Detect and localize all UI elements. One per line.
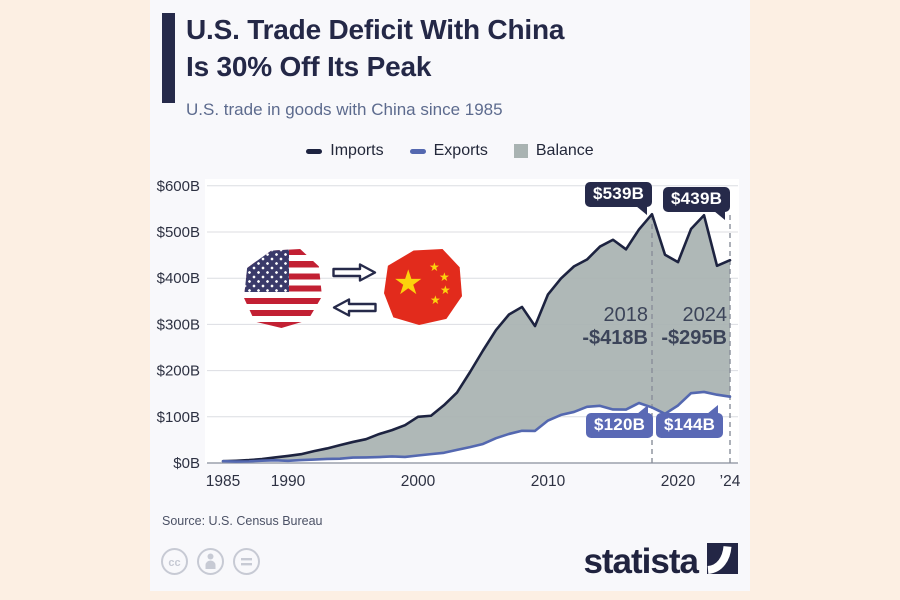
exports-dash-icon bbox=[409, 148, 426, 154]
legend-label-balance: Balance bbox=[535, 142, 594, 159]
svg-text:$400B: $400B bbox=[157, 270, 200, 287]
title-accent-bar bbox=[162, 13, 175, 103]
us-flag-canton bbox=[244, 249, 290, 292]
svg-text:2000: 2000 bbox=[401, 473, 436, 490]
svg-text:$0B: $0B bbox=[173, 455, 200, 472]
china-big-star-icon: ★ bbox=[393, 264, 424, 302]
legend: Imports Exports Balance bbox=[150, 142, 750, 160]
no-derivatives-icon[interactable] bbox=[232, 547, 261, 576]
title-line-1: U.S. Trade Deficit With China bbox=[186, 14, 565, 45]
page-title: U.S. Trade Deficit With China Is 30% Off… bbox=[186, 11, 746, 85]
source-text: Source: U.S. Census Bureau bbox=[162, 514, 323, 528]
cc-license-icons[interactable]: cc bbox=[160, 547, 261, 576]
annotation-2018-year: 2018 bbox=[603, 304, 649, 326]
svg-text:1985: 1985 bbox=[206, 473, 240, 490]
arrow-left-icon bbox=[332, 298, 377, 317]
china-small-star-icon: ★ bbox=[440, 283, 451, 297]
y-axis-labels: $0B $100B $200B $300B $400B $500B $600B bbox=[157, 178, 200, 472]
svg-text:1990: 1990 bbox=[271, 473, 306, 490]
svg-text:$600B: $600B bbox=[157, 178, 200, 195]
arrow-right-icon bbox=[332, 263, 377, 282]
statista-logo[interactable]: statista bbox=[583, 543, 738, 581]
statista-logo-text: statista bbox=[583, 542, 699, 581]
annotation-2018-balance: -$418B bbox=[582, 327, 648, 349]
svg-text:$500B: $500B bbox=[157, 224, 200, 241]
svg-text:2020: 2020 bbox=[661, 473, 696, 490]
china-small-star-icon: ★ bbox=[429, 260, 440, 274]
legend-label-imports: Imports bbox=[330, 142, 384, 159]
svg-text:’24: ’24 bbox=[720, 473, 741, 490]
legend-item-imports: Imports bbox=[306, 142, 384, 160]
imports-dash-icon bbox=[306, 148, 323, 154]
cc-icon[interactable]: cc bbox=[160, 547, 189, 576]
legend-label-exports: Exports bbox=[433, 142, 488, 159]
us-flag-icon bbox=[244, 249, 322, 328]
china-flag-icon: ★ ★ ★ ★ ★ bbox=[384, 249, 462, 325]
trade-chart: $0B$100B$200B$300B$400B$500B$600B 1985 19… bbox=[157, 178, 741, 490]
svg-text:2010: 2010 bbox=[531, 473, 566, 490]
balance-square-icon bbox=[513, 144, 528, 158]
annotation-2024-year: 2024 bbox=[682, 304, 728, 326]
svg-text:$100B: $100B bbox=[157, 409, 200, 426]
legend-item-exports: Exports bbox=[409, 142, 488, 160]
annotation-2024-balance: -$295B bbox=[661, 327, 727, 349]
svg-text:$300B: $300B bbox=[157, 316, 200, 333]
title-line-2: Is 30% Off Its Peak bbox=[186, 51, 432, 82]
callout-imports-2024: $439B bbox=[663, 187, 731, 220]
annotation-2018: 2018 -$418B bbox=[582, 304, 648, 350]
callout-imports-2018: $539B bbox=[585, 182, 653, 215]
statista-logo-mark-icon bbox=[707, 543, 738, 574]
china-small-star-icon: ★ bbox=[439, 270, 450, 284]
callout-exports-2024: $144B bbox=[656, 405, 724, 438]
x-axis-labels: 1985 1990 2000 2010 2020 ’24 bbox=[206, 473, 741, 490]
svg-text:$200B: $200B bbox=[157, 363, 200, 380]
annotation-2024: 2024 -$295B bbox=[661, 304, 727, 350]
attribution-person-icon[interactable] bbox=[196, 547, 225, 576]
page-subtitle: U.S. trade in goods with China since 198… bbox=[186, 100, 503, 119]
callout-exports-2018: $120B bbox=[586, 405, 654, 438]
legend-item-balance: Balance bbox=[513, 142, 594, 160]
svg-text:cc: cc bbox=[168, 557, 180, 569]
china-small-star-icon: ★ bbox=[430, 293, 441, 307]
balance-area bbox=[223, 214, 730, 462]
